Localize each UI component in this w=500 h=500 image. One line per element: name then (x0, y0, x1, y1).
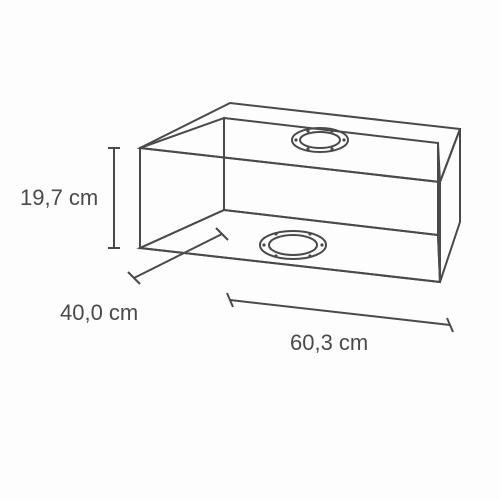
box-interior-floor (140, 210, 440, 282)
box-interior-back (224, 118, 438, 235)
box-front-outline (140, 148, 440, 282)
dim-height: 19,7 cm (20, 148, 120, 248)
floor-flange-hole (260, 231, 326, 259)
dim-width: 60,3 cm (227, 293, 453, 355)
box-right-face (440, 129, 460, 282)
dim-depth-label: 40,0 cm (60, 300, 138, 325)
dimension-diagram: 19,7 cm 40,0 cm 60,3 cm (0, 0, 500, 500)
dim-height-label: 19,7 cm (20, 185, 98, 210)
dim-depth: 40,0 cm (60, 228, 228, 325)
dim-width-label: 60,3 cm (290, 330, 368, 355)
top-flange-hole (292, 128, 348, 152)
